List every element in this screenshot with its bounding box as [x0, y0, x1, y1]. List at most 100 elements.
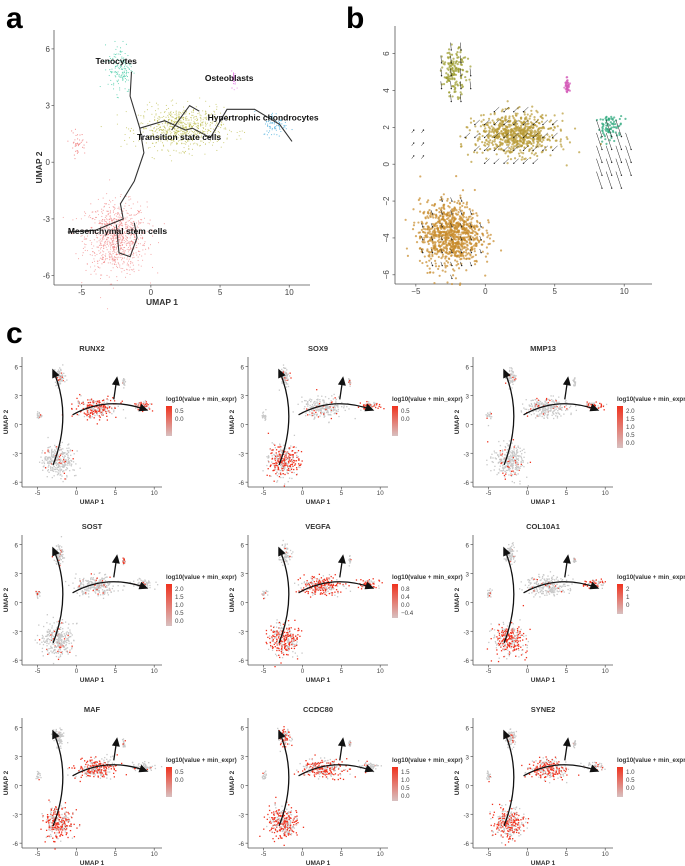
- velocity-arrow-head: [503, 110, 505, 113]
- cell-point: [108, 254, 110, 256]
- cell-point: [75, 408, 78, 410]
- cell-point: [458, 96, 461, 99]
- cell-point: [192, 137, 194, 139]
- cell-point: [115, 65, 117, 67]
- cell-point: [271, 118, 274, 120]
- cell-point: [167, 135, 169, 138]
- cell-point: [519, 149, 522, 152]
- cell-point: [52, 468, 54, 470]
- cell-point: [63, 372, 65, 375]
- cell-point: [528, 117, 531, 120]
- velocity-arrow-head: [551, 123, 554, 126]
- cell-point: [107, 231, 109, 233]
- cell-point: [54, 369, 56, 371]
- cell-point: [463, 229, 466, 232]
- cell-point: [199, 132, 201, 134]
- cell-point: [455, 227, 459, 230]
- color-legend: log10(value + min_expr)0.50.0: [166, 396, 237, 436]
- cell-point: [191, 148, 194, 150]
- cell-point: [86, 263, 88, 265]
- cell-point: [462, 223, 466, 226]
- cell-point: [609, 128, 612, 131]
- cell-point: [624, 117, 627, 121]
- cell-point: [101, 240, 103, 242]
- cell-point: [430, 251, 433, 254]
- cell-point: [202, 127, 204, 129]
- cell-point: [99, 277, 102, 280]
- cell-point: [566, 81, 569, 84]
- cell-point: [254, 110, 256, 112]
- cell-point: [550, 127, 553, 130]
- velocity-arrow: [450, 81, 452, 89]
- cell-point: [86, 410, 89, 412]
- cell-point: [103, 247, 105, 249]
- cell-point: [52, 470, 55, 472]
- cell-point: [223, 123, 225, 125]
- cell-point: [49, 457, 51, 459]
- cell-point: [442, 226, 446, 229]
- cell-point: [91, 408, 94, 410]
- trajectory-arrow: [72, 403, 147, 416]
- cell-point: [59, 471, 61, 473]
- cell-point: [149, 146, 151, 149]
- x-axis-label: UMAP 1: [80, 499, 105, 506]
- velocity-arrow-head: [522, 110, 525, 113]
- velocity-arrow: [615, 145, 622, 163]
- cell-point: [513, 118, 516, 121]
- cell-point: [122, 77, 124, 79]
- cell-point: [126, 240, 128, 242]
- cell-point: [76, 150, 78, 152]
- cell-point: [477, 137, 480, 140]
- velocity-arrow: [503, 158, 510, 164]
- cell-point: [117, 213, 119, 215]
- cell-point: [231, 70, 233, 72]
- cell-point: [123, 208, 125, 210]
- cell-point: [137, 243, 139, 245]
- cell-point: [442, 82, 446, 86]
- cell-point: [532, 141, 535, 144]
- cell-point: [489, 147, 492, 151]
- cell-point: [124, 232, 126, 235]
- cell-point: [267, 125, 269, 127]
- cell-point: [115, 215, 117, 217]
- velocity-arrow-head: [451, 213, 453, 215]
- cell-point: [106, 407, 109, 409]
- cell-point: [506, 125, 509, 129]
- cell-point: [469, 117, 473, 120]
- cell-point: [38, 415, 40, 418]
- cell-point: [517, 125, 520, 128]
- cell-point: [132, 254, 134, 256]
- cell-point: [500, 110, 503, 113]
- cell-point: [145, 142, 147, 144]
- cell-point: [44, 458, 47, 460]
- cell-point: [510, 139, 513, 142]
- cell-point: [55, 462, 58, 464]
- cell-point: [293, 446, 295, 448]
- cell-point: [79, 134, 81, 136]
- cell-point: [200, 115, 202, 117]
- cell-point: [268, 121, 270, 123]
- cell-point: [166, 123, 168, 125]
- cell-point: [470, 228, 474, 231]
- velocity-arrow: [596, 119, 603, 137]
- cell-point: [36, 413, 39, 415]
- cell-point: [107, 399, 109, 401]
- cell-point: [404, 218, 407, 221]
- velocity-arrow: [513, 119, 519, 125]
- cell-point: [470, 242, 473, 245]
- cell-point: [452, 220, 455, 223]
- cell-point: [136, 241, 138, 243]
- cell-point: [186, 124, 188, 126]
- cell-point: [535, 120, 538, 123]
- cell-point: [89, 399, 92, 401]
- cell-point: [124, 72, 126, 74]
- cell-point: [445, 255, 448, 258]
- cell-point: [174, 118, 176, 120]
- cell-point: [157, 104, 159, 106]
- cell-point: [120, 267, 122, 269]
- cell-point: [467, 238, 470, 241]
- cell-point: [185, 118, 187, 120]
- cell-point: [170, 125, 172, 127]
- cell-point: [102, 398, 105, 401]
- cell-point: [188, 153, 190, 155]
